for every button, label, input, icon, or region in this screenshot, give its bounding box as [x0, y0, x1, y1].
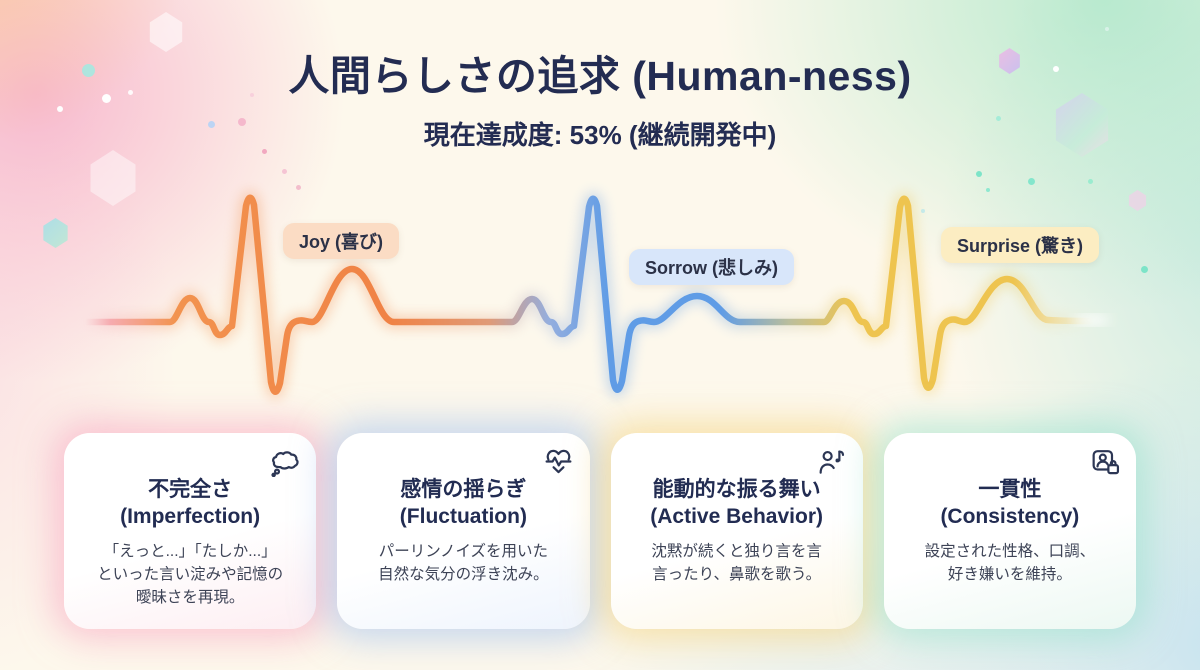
- body-line: 好き嫌いを維持。: [947, 566, 1072, 584]
- dot-decoration: [1141, 266, 1148, 273]
- heart-pulse-icon: [545, 449, 571, 474]
- dot-decoration: [1105, 27, 1109, 31]
- card-title-en: (Active Behavior): [650, 504, 823, 528]
- body-line: パーリンノイズを用いた: [378, 543, 548, 561]
- body-line: 曖昧さを再現。: [135, 589, 245, 607]
- dot-decoration: [238, 118, 246, 126]
- dot-decoration: [282, 169, 287, 174]
- card-body: 沈黙が続くと独り言を言 言ったり、鼻歌を歌う。: [623, 541, 851, 587]
- card-imperfection: 不完全さ (Imperfection) 「えっと...」「たしか...」 といっ…: [64, 433, 317, 629]
- body-line: 設定された性格、口調、: [924, 543, 1096, 561]
- label-surprise: Surprise (驚き): [941, 227, 1100, 263]
- card-consistency: 一貫性 (Consistency) 設定された性格、口調、 好き嫌いを維持。: [883, 433, 1136, 629]
- dot-decoration: [102, 94, 111, 103]
- dot-decoration: [208, 121, 215, 128]
- dot-decoration: [1028, 178, 1035, 185]
- body-line: 「えっと...」「たしか...」: [103, 543, 277, 561]
- card-fluctuation: 感情の揺らぎ (Fluctuation) パーリンノイズを用いた 自然な気分の浮…: [337, 433, 590, 629]
- card-body: 設定された性格、口調、 好き嫌いを維持。: [896, 541, 1124, 587]
- ecg-trace: [81, 194, 1098, 395]
- dot-decoration: [250, 93, 254, 97]
- card-title-jp: 能動的な振る舞い: [652, 478, 821, 501]
- ecg-trace-end-glint: [1074, 315, 1110, 325]
- progress-subtitle: 現在達成度: 53% (継続開発中): [423, 120, 777, 150]
- card-title-en: (Fluctuation): [399, 504, 527, 528]
- page-title: 人間らしさの追求 (Human-ness): [288, 53, 912, 99]
- hexagon-decoration: [90, 150, 136, 206]
- dot-decoration: [296, 185, 301, 190]
- body-line: 沈黙が続くと独り言を言: [651, 543, 822, 561]
- label-sorrow: Sorrow (悲しみ): [629, 249, 794, 285]
- dot-decoration: [57, 106, 63, 112]
- singing-person-icon: [819, 450, 844, 474]
- card-title: 能動的な振る舞い (Active Behavior): [623, 477, 851, 530]
- hexagon-decoration: [999, 48, 1020, 74]
- card-title: 一貫性 (Consistency): [896, 477, 1124, 530]
- dot-decoration: [996, 116, 1001, 121]
- card-body: 「えっと...」「たしか...」 といった言い淀みや記憶の 曖昧さを再現。: [76, 541, 304, 610]
- thought-bubble-icon: [271, 451, 299, 477]
- dot-decoration: [262, 149, 267, 154]
- card-active-behavior: 能動的な振る舞い (Active Behavior) 沈黙が続くと独り言を言 言…: [610, 433, 863, 629]
- dot-decoration: [128, 90, 133, 95]
- hexagon-decoration: [43, 218, 68, 248]
- header: 人間らしさの追求 (Human-ness) 現在達成度: 53% (継続開発中): [0, 42, 1200, 152]
- body-line: 言ったり、鼻歌を歌う。: [652, 566, 822, 584]
- dot-decoration: [986, 188, 990, 192]
- card-title: 感情の揺らぎ (Fluctuation): [349, 477, 577, 530]
- card-body: パーリンノイズを用いた 自然な気分の浮き沈み。: [349, 541, 577, 587]
- label-joy: Joy (喜び): [283, 223, 400, 259]
- card-title-en: (Imperfection): [120, 504, 261, 528]
- body-line: 自然な気分の浮き沈み。: [378, 566, 549, 584]
- profile-lock-icon: [1092, 450, 1120, 475]
- card-title: 不完全さ (Imperfection): [76, 477, 304, 530]
- card-title-en: (Consistency): [940, 504, 1080, 528]
- card-title-jp: 感情の揺らぎ: [400, 478, 527, 501]
- dot-decoration: [921, 209, 925, 213]
- card-title-jp: 不完全さ: [148, 478, 233, 501]
- dot-decoration: [976, 171, 982, 177]
- dot-decoration: [1088, 179, 1093, 184]
- dot-decoration: [82, 64, 95, 77]
- hexagon-decoration: [1128, 190, 1147, 211]
- feature-cards: 不完全さ (Imperfection) 「えっと...」「たしか...」 といっ…: [64, 433, 1136, 629]
- ecg-glow: [78, 190, 1101, 399]
- card-title-jp: 一貫性: [978, 478, 1042, 501]
- body-line: といった言い淀みや記憶の: [97, 566, 284, 584]
- dot-decoration: [1053, 66, 1059, 72]
